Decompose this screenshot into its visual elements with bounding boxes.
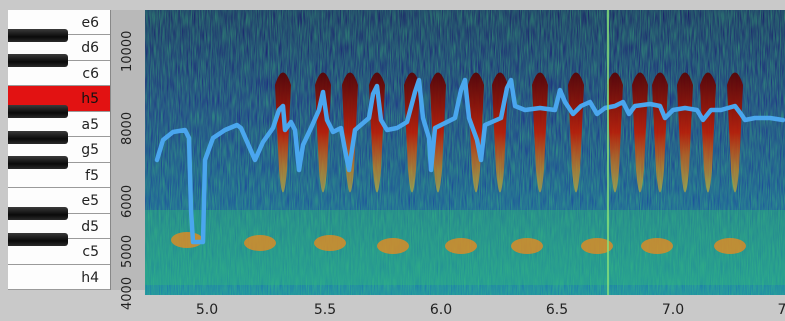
syllable-mark <box>727 72 743 193</box>
time-tick-label: 7 <box>777 302 785 318</box>
piano-key-label: c6 <box>82 65 99 82</box>
piano-key-label: e6 <box>81 15 99 31</box>
syllable-mark <box>677 72 693 193</box>
energy-blob <box>581 238 613 254</box>
frequency-tick-label: 6000 <box>120 184 135 218</box>
energy-blob <box>377 238 409 254</box>
spectrogram-canvas[interactable] <box>145 10 785 295</box>
time-tick-label: 7.0 <box>661 302 685 318</box>
piano-key-h4[interactable]: h4 <box>8 264 121 290</box>
energy-blob <box>244 235 276 251</box>
black-key[interactable] <box>8 207 68 221</box>
piano-key-label: a5 <box>81 116 100 133</box>
energy-blob <box>511 238 543 254</box>
energy-blob <box>641 238 673 254</box>
black-key[interactable] <box>8 130 68 144</box>
frequency-tick-label: 8000 <box>120 111 135 145</box>
time-tick-label: 6.5 <box>545 302 569 318</box>
black-key[interactable] <box>8 232 68 246</box>
frequency-tick-label: 4000 <box>120 276 135 310</box>
frequency-tick-label: 5000 <box>120 234 135 268</box>
energy-blob <box>714 238 746 254</box>
syllable-mark <box>430 72 446 193</box>
syllable-mark <box>652 72 668 193</box>
syllable-mark <box>632 72 648 193</box>
syllable-mark <box>404 72 420 193</box>
piano-key-label: h4 <box>81 269 99 286</box>
time-tick-label: 5.5 <box>313 302 337 318</box>
energy-blob <box>314 235 346 251</box>
black-key[interactable] <box>8 28 68 42</box>
piano-key-label: h5 <box>81 91 99 108</box>
syllable-mark <box>568 72 584 193</box>
piano-key-label: d5 <box>81 218 99 235</box>
syllable-mark <box>700 72 716 193</box>
syllable-mark <box>532 72 548 193</box>
black-key[interactable] <box>8 156 68 170</box>
piano-key-label: d6 <box>81 40 99 57</box>
syllable-mark <box>275 72 291 193</box>
piano-key-label: e5 <box>81 193 99 210</box>
time-axis: 5.0 5.5 6.0 6.5 7.0 7 <box>145 295 785 321</box>
piano-key-label: c5 <box>82 244 99 261</box>
time-tick-label: 6.0 <box>429 302 453 318</box>
black-key[interactable] <box>8 54 68 68</box>
frequency-axis: 10000 8000 6000 5000 4000 <box>110 10 145 310</box>
piano-key-label: f5 <box>85 167 99 184</box>
piano-keyboard[interactable]: e6 d6 c6 h5 a5 g5 f5 e5 d5 c5 h4 <box>8 10 122 290</box>
black-key[interactable] <box>8 105 68 119</box>
pitch-curve <box>154 77 785 245</box>
piano-key-label: g5 <box>81 142 99 159</box>
time-tick-label: 5.0 <box>195 302 219 318</box>
energy-blob <box>445 238 477 254</box>
frequency-tick-label: 10000 <box>120 30 135 72</box>
